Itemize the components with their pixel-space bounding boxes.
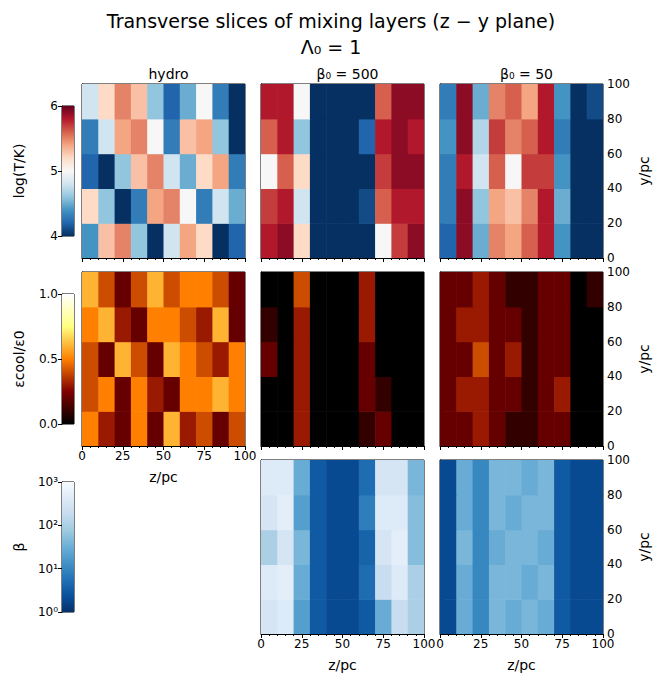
svg-text:Transverse slices of mixing la: Transverse slices of mixing layers (z − … (106, 10, 555, 32)
svg-text:10³: 10³ (38, 475, 58, 489)
svg-text:80: 80 (607, 488, 622, 502)
svg-text:60: 60 (607, 335, 622, 349)
svg-text:β₀ = 50: β₀ = 50 (500, 66, 553, 82)
svg-text:4: 4 (50, 229, 58, 243)
svg-text:z/pc: z/pc (149, 469, 178, 485)
svg-text:80: 80 (607, 300, 622, 314)
svg-text:Λ₀ = 1: Λ₀ = 1 (301, 36, 362, 58)
svg-text:50: 50 (156, 449, 171, 463)
svg-text:60: 60 (607, 523, 622, 537)
svg-text:20: 20 (607, 592, 622, 606)
svg-text:0: 0 (607, 439, 615, 453)
svg-text:75: 75 (376, 637, 391, 651)
svg-text:75: 75 (197, 449, 212, 463)
svg-text:0.5: 0.5 (39, 352, 58, 366)
svg-text:z/pc: z/pc (328, 657, 357, 673)
svg-text:25: 25 (115, 449, 130, 463)
svg-text:hydro: hydro (148, 66, 188, 82)
svg-text:100: 100 (607, 453, 630, 467)
svg-text:log(T/K): log(T/K) (11, 144, 27, 199)
svg-text:80: 80 (607, 112, 622, 126)
svg-text:60: 60 (607, 147, 622, 161)
svg-text:40: 40 (607, 369, 622, 383)
svg-text:50: 50 (514, 637, 529, 651)
svg-text:z/pc: z/pc (507, 657, 536, 673)
svg-text:100: 100 (607, 77, 630, 91)
svg-text:50: 50 (335, 637, 350, 651)
svg-text:1.0: 1.0 (39, 287, 58, 301)
svg-text:0: 0 (78, 449, 86, 463)
svg-text:β: β (11, 543, 27, 552)
svg-text:100: 100 (234, 449, 257, 463)
svg-text:y/pc: y/pc (636, 156, 652, 186)
svg-text:75: 75 (555, 637, 570, 651)
svg-text:0: 0 (436, 637, 444, 651)
svg-text:εcool/ε0: εcool/ε0 (11, 330, 27, 387)
svg-text:40: 40 (607, 557, 622, 571)
svg-text:0: 0 (607, 627, 615, 641)
svg-text:0: 0 (607, 251, 615, 265)
svg-text:100: 100 (607, 265, 630, 279)
svg-text:10⁰: 10⁰ (38, 605, 58, 619)
svg-text:0: 0 (257, 637, 265, 651)
svg-text:40: 40 (607, 181, 622, 195)
svg-text:20: 20 (607, 404, 622, 418)
svg-text:100: 100 (413, 637, 436, 651)
svg-text:25: 25 (473, 637, 488, 651)
svg-text:y/pc: y/pc (636, 532, 652, 562)
svg-text:25: 25 (294, 637, 309, 651)
svg-text:5: 5 (50, 164, 58, 178)
svg-text:10¹: 10¹ (38, 562, 58, 576)
svg-text:0.0: 0.0 (39, 417, 58, 431)
svg-text:10²: 10² (38, 518, 58, 532)
svg-text:6: 6 (50, 99, 58, 113)
svg-text:20: 20 (607, 216, 622, 230)
svg-text:100: 100 (592, 637, 615, 651)
svg-text:β₀ = 500: β₀ = 500 (317, 66, 379, 82)
svg-text:y/pc: y/pc (636, 344, 652, 374)
